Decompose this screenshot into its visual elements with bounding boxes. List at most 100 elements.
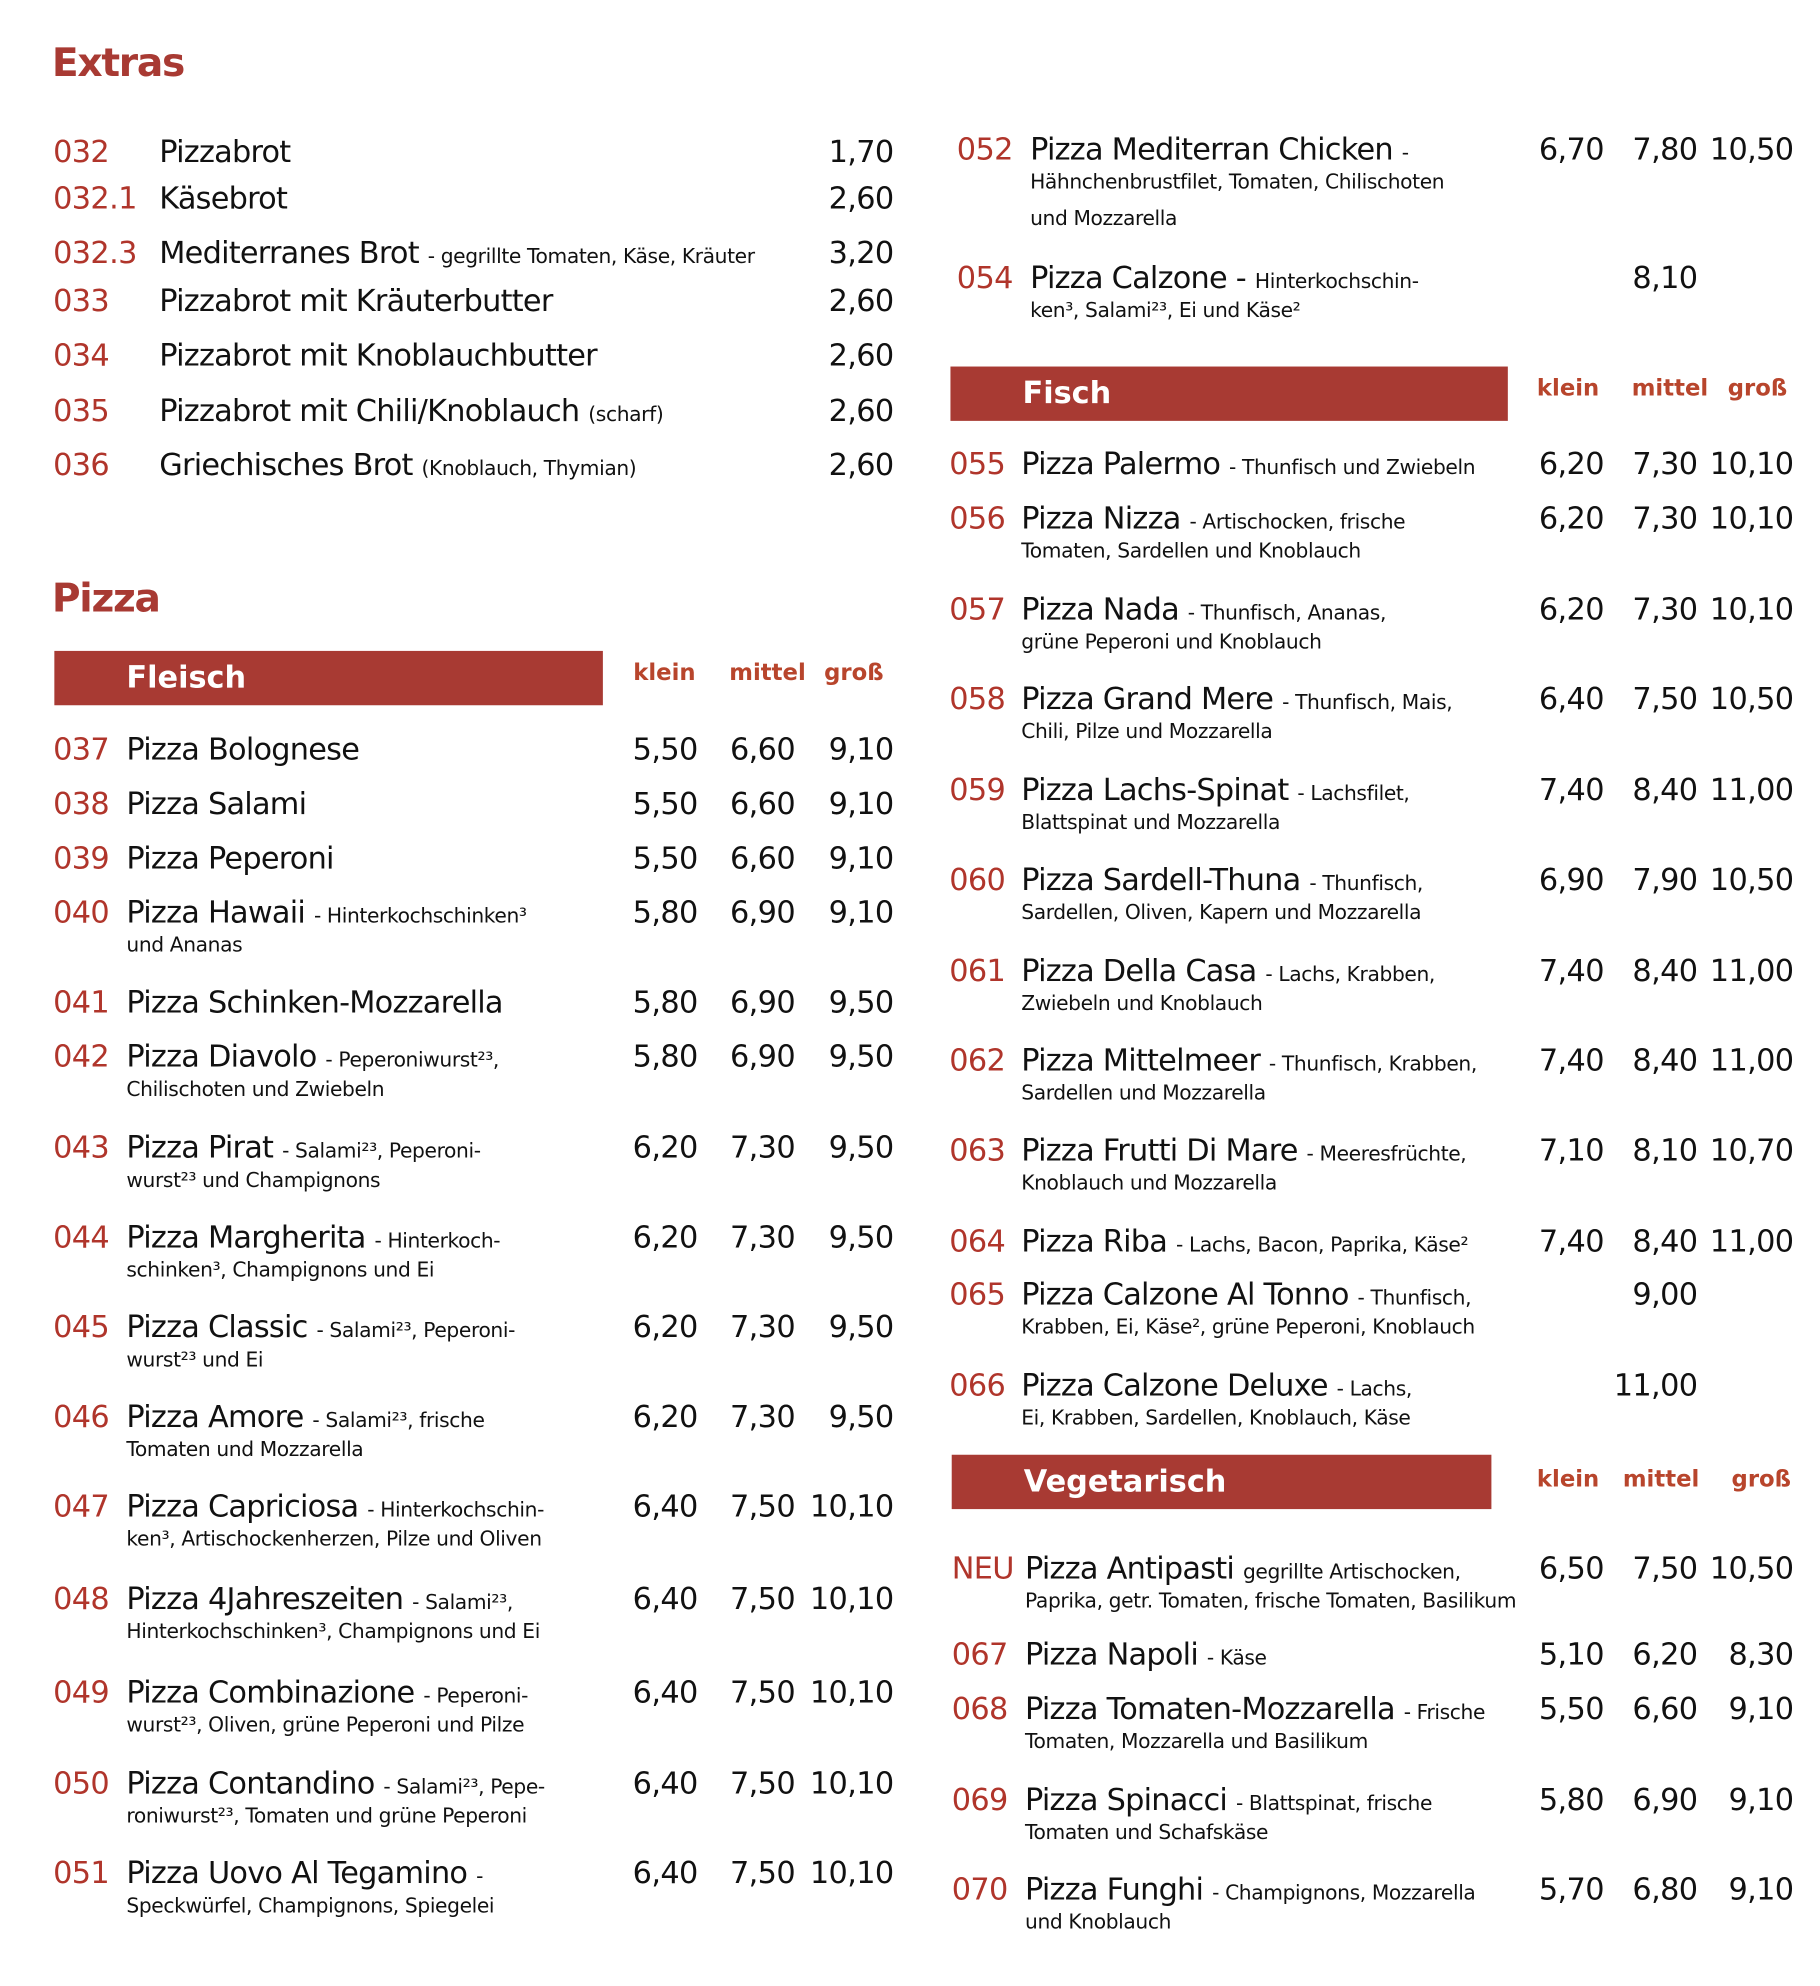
price-gross: 10,10 <box>809 1488 894 1525</box>
menu-item: 047 Pizza Capriciosa - Hinterkochschin-ke… <box>53 1488 938 1564</box>
item-name-line: Pizza Palermo - Thunfisch und Zwiebeln <box>1021 445 1475 487</box>
item-description: - Hinterkochschin- <box>367 1497 544 1522</box>
price-mittel: 7,30 <box>729 1399 796 1435</box>
price-mittel: 7,30 <box>1632 446 1698 482</box>
item-name-line: Griechisches Brot (Knoblauch, Thymian) <box>159 446 636 488</box>
item-code: 064 <box>949 1223 1006 1259</box>
menu-item: 038 Pizza Salami 5,50 6,60 9,10 <box>53 785 938 861</box>
menu-item: 050 Pizza Contandino - Salami²³, Pepe-ron… <box>53 1764 938 1840</box>
price-klein: 5,80 <box>632 984 699 1020</box>
item-code: 043 <box>53 1129 110 1166</box>
menu-item: 068 Pizza Tomaten-Mozzarella - Frische Tom… <box>952 1690 1820 1766</box>
menu-item: 064 Pizza Riba - Lachs, Bacon, Paprika, K… <box>949 1222 1820 1298</box>
item-name-line: Pizza Calzone Deluxe - Lachs, <box>1021 1366 1412 1408</box>
price-klein: 6,40 <box>632 1488 699 1525</box>
pizza-heading: Pizza <box>51 576 161 622</box>
price-gross: 9,50 <box>828 984 895 1020</box>
col-gross: groß <box>1731 1466 1792 1493</box>
item-code: 032.3 <box>53 235 137 271</box>
item-description: - Peperoniwurst²³, <box>325 1047 499 1072</box>
item-description-cont: und Knoblauch <box>1025 1909 1172 1934</box>
item-description: - <box>476 1864 484 1889</box>
item-description-cont: wurst²³ und Ei <box>126 1347 264 1372</box>
item-description-cont: Ei, Krabben, Sardellen, Knoblauch, Käse <box>1021 1405 1411 1430</box>
item-name-line: Pizza Calzone - Hinterkochschin- <box>1030 259 1419 301</box>
price-mittel: 6,90 <box>729 1038 796 1075</box>
item-code: 032.1 <box>53 180 137 217</box>
item-name: Pizza Grand Mere <box>1021 681 1274 717</box>
extras-item: 034 Pizzabrot mit Knoblauchbutter 2,60 <box>53 336 894 412</box>
item-name: Pizzabrot <box>159 133 291 170</box>
item-description: (Knoblauch, Thymian) <box>421 456 637 481</box>
price-gross: 9,50 <box>828 1038 895 1075</box>
price-klein: 7,40 <box>1538 772 1605 808</box>
item-code: NEU <box>951 1550 1015 1587</box>
item-code: 039 <box>53 840 110 876</box>
price-gross: 9,50 <box>828 1399 895 1435</box>
item-name: Pizza Hawaii <box>126 894 306 931</box>
price-gross: 9,10 <box>1728 1782 1794 1818</box>
item-name-line: Pizzabrot mit Chili/Knoblauch (scharf) <box>159 392 663 434</box>
item-name-line: Pizza Napoli - Käse <box>1025 1635 1267 1677</box>
menu-item: 042 Pizza Diavolo - Peperoniwurst²³, Chili… <box>53 1038 938 1114</box>
price-klein: 6,40 <box>632 1855 699 1891</box>
menu-item: NEU Pizza Antipasti gegrillte Artischocke… <box>952 1550 1820 1626</box>
item-name-line: Pizza Margherita - Hinterkoch- <box>126 1218 500 1260</box>
price-klein: 5,70 <box>1538 1871 1605 1908</box>
price-mittel: 6,60 <box>729 840 796 876</box>
menu-item: 063 Pizza Frutti Di Mare - Meeresfrüchte,… <box>949 1131 1820 1207</box>
col-mittel: mittel <box>1631 375 1709 402</box>
price-gross: 9,10 <box>828 894 895 931</box>
item-price: 2,60 <box>828 447 895 483</box>
price-klein: 6,50 <box>1538 1550 1605 1587</box>
item-name: Pizza Classic <box>126 1309 308 1345</box>
price-mittel: 7,50 <box>729 1674 796 1711</box>
item-name: Pizza Peperoni <box>126 840 334 876</box>
item-code: 050 <box>53 1765 110 1802</box>
item-name-line: Pizza Tomaten-Mozzarella - Frische <box>1025 1690 1485 1732</box>
item-description: - Meeresfrüchte, <box>1306 1141 1467 1166</box>
price-mittel: 7,50 <box>1632 1550 1698 1587</box>
item-description: - Thunfisch, <box>1309 870 1423 895</box>
item-name: Pizza Salami <box>126 786 307 822</box>
item-description: (scharf) <box>588 401 664 426</box>
item-description: - Salami²³, Pepe- <box>383 1774 545 1799</box>
item-name-line: Pizza Pirat - Salami²³, Peperoni- <box>126 1129 481 1171</box>
price-mittel: 7,50 <box>1632 681 1698 717</box>
item-name: Pizza Della Casa <box>1021 952 1257 989</box>
menu-item: 066 Pizza Calzone Deluxe - Lachs, Ei, Krab… <box>949 1366 1820 1442</box>
price-gross: 8,30 <box>1728 1636 1794 1673</box>
item-name: Pizza Napoli <box>1025 1636 1199 1673</box>
menu-item: 056 Pizza Nizza - Artischocken, frische To… <box>949 499 1820 575</box>
price-gross: 10,70 <box>1709 1132 1794 1168</box>
item-code: 033 <box>53 283 110 319</box>
price-gross: 11,00 <box>1709 772 1794 808</box>
item-price: 2,60 <box>828 283 895 319</box>
price-klein: 6,40 <box>632 1674 699 1711</box>
item-code: 062 <box>949 1042 1006 1079</box>
item-name-line: Pizza Schinken-Mozzarella <box>126 983 503 1021</box>
item-description-cont: Tomaten, Sardellen und Knoblauch <box>1021 538 1361 563</box>
item-name-line: Pizza Nizza - Artischocken, frische <box>1021 499 1405 541</box>
item-code: 037 <box>53 731 110 768</box>
extras-item: 033 Pizzabrot mit Kräuterbutter 2,60 <box>53 282 895 358</box>
item-description-cont: grüne Peperoni und Knoblauch <box>1021 629 1322 654</box>
item-name-line: Pizzabrot mit Knoblauchbutter <box>159 336 597 374</box>
item-code: 054 <box>956 260 1014 296</box>
item-name: Pizza Lachs-Spinat <box>1021 772 1289 808</box>
col-gross: groß <box>1727 375 1788 402</box>
item-name-line: Pizza Peperoni <box>126 839 334 877</box>
item-code: 032 <box>53 133 110 170</box>
item-name-line: Pizza Uovo Al Tegamino - <box>126 1854 483 1896</box>
menu-item: 054 Pizza Calzone - Hinterkochschin-ken³,… <box>957 259 1820 335</box>
item-name: Griechisches Brot <box>159 447 413 483</box>
price-klein: 6,40 <box>1538 681 1605 717</box>
item-name-line: Pizza 4Jahreszeiten - Salami²³, <box>126 1580 513 1622</box>
item-code: 051 <box>53 1855 110 1891</box>
price-klein: 6,20 <box>1538 500 1605 536</box>
item-name: Pizza Margherita <box>126 1219 366 1256</box>
item-description-cont: Speckwürfel, Champignons, Spiegelei <box>126 1893 495 1918</box>
price-klein: 7,10 <box>1538 1132 1605 1168</box>
price-klein: 6,20 <box>632 1219 699 1256</box>
item-code: 036 <box>53 447 110 483</box>
